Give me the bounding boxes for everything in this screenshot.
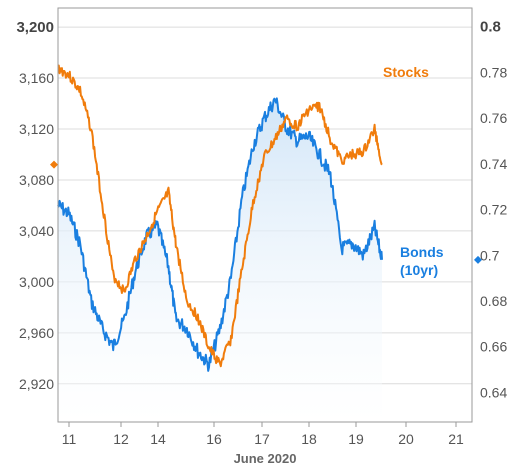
stocks-series-line [57, 64, 383, 368]
x-tick-label: 12 [113, 431, 129, 447]
left-tick-label: 3,000 [19, 274, 54, 290]
series-lines [57, 64, 383, 372]
x-tick-label: 21 [448, 431, 464, 447]
right-tick-label: 0.78 [480, 64, 507, 80]
x-tick-label: 19 [348, 431, 364, 447]
bonds-series-line [57, 97, 383, 372]
left-tick-label: 3,120 [19, 121, 54, 137]
bonds-last-value-marker [474, 255, 482, 264]
stocks-series-label: Stocks [383, 64, 429, 80]
right-tick-label: 0.68 [480, 293, 507, 309]
left-tick-label: 3,200 [16, 19, 54, 36]
right-tick-label: 0.66 [480, 339, 507, 355]
right-tick-label: 0.7 [480, 247, 500, 263]
bonds-area [58, 98, 382, 423]
bonds-area-fill [58, 98, 382, 423]
left-tick-label: 3,040 [19, 223, 54, 239]
x-axis-ticks: 11 12 14 16 17 18 19 20 21 [62, 422, 464, 447]
plot-frame [57, 7, 473, 423]
x-tick-label: 17 [254, 431, 270, 447]
right-tick-label: 0.72 [480, 202, 507, 218]
bonds-series-label: Bonds [400, 244, 444, 260]
bonds-series-label-sub: (10yr) [400, 262, 438, 278]
x-axis-label: June 2020 [234, 451, 297, 466]
left-tick-label: 3,160 [19, 70, 54, 86]
right-tick-label: 0.64 [480, 384, 507, 400]
right-tick-label: 0.76 [480, 110, 507, 126]
left-axis-ticks: 2,920 2,960 3,000 3,040 3,080 3,120 3,160 3,200 [16, 19, 54, 392]
right-tick-label: 0.8 [480, 19, 501, 36]
right-axis-ticks: 0.64 0.66 0.68 0.7 0.72 0.74 0.76 0.78 0.8 [480, 19, 507, 401]
left-tick-label: 2,920 [19, 376, 54, 392]
x-tick-label: 18 [301, 431, 317, 447]
x-tick-label: 16 [206, 431, 222, 447]
x-tick-label: 14 [150, 431, 166, 447]
right-tick-label: 0.74 [480, 156, 507, 172]
left-tick-label: 3,080 [19, 172, 54, 188]
x-tick-label: 11 [62, 431, 77, 447]
x-tick-label: 20 [398, 431, 414, 447]
left-tick-label: 2,960 [19, 325, 54, 341]
edge-markers [50, 160, 482, 264]
stocks-last-value-marker [50, 160, 58, 169]
